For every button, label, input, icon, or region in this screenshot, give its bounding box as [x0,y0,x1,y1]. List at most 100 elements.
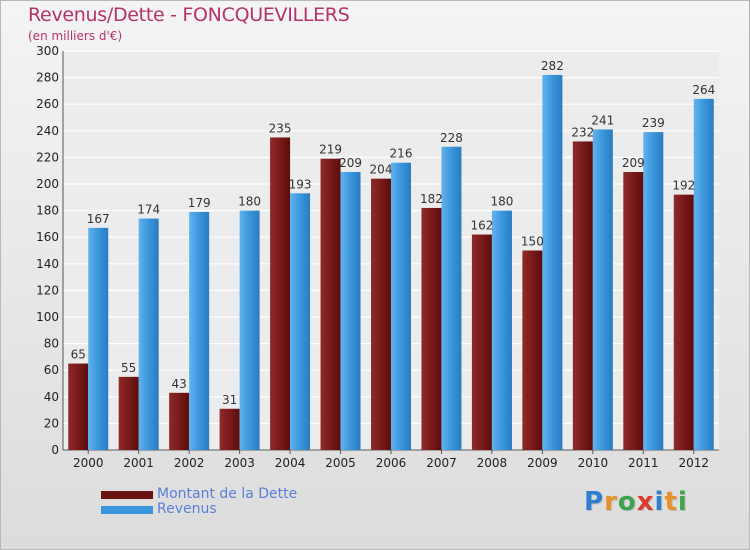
data-label-revenus: 264 [692,83,715,97]
bars-layer [68,74,714,451]
bar-revenus [239,210,260,450]
bar-revenus [391,162,411,450]
logo-letter: P [584,487,605,517]
data-label-dette: 43 [172,377,187,391]
data-label-dette: 219 [319,143,342,157]
y-tick-label: 280 [36,71,59,85]
data-label-dette: 204 [370,163,393,177]
x-tick-label: 2009 [527,456,558,470]
data-label-revenus: 180 [490,195,513,209]
legend: Montant de la Dette Revenus [101,487,297,517]
bar-revenus [290,193,311,450]
legend-swatch-revenus [101,505,153,514]
x-tick-label: 2007 [426,456,457,470]
y-tick-label: 260 [36,97,59,111]
data-label-revenus: 216 [390,147,413,161]
bar-revenus [138,218,159,450]
legend-label-debt: Montant de la Dette [157,486,298,502]
x-tick-label: 2011 [628,456,659,470]
y-tick-label: 240 [36,124,59,138]
bar-dette [623,172,644,450]
x-tick-label: 2010 [578,456,609,470]
bar-dette [68,363,89,450]
x-tick-label: 2003 [224,456,255,470]
data-label-revenus: 282 [541,59,564,73]
bar-revenus [88,227,109,450]
bar-dette [219,408,240,450]
y-tick-label: 60 [44,363,59,377]
logo-letter: i [677,487,688,517]
data-label-dette: 235 [269,121,292,135]
bar-revenus [189,211,210,450]
data-label-dette: 65 [71,348,86,362]
bar-dette [371,178,391,450]
bar-revenus [491,210,512,450]
chart-subtitle: (en milliers d'€) [28,29,123,43]
y-tick-label: 300 [36,44,59,58]
x-tick-label: 2005 [325,456,356,470]
x-tick-label: 2001 [123,456,154,470]
data-label-revenus: 209 [339,156,362,170]
data-label-dette: 150 [521,235,544,249]
data-label-revenus: 180 [238,195,261,209]
bar-dette [522,250,543,450]
data-label-revenus: 167 [87,212,110,226]
bar-revenus [592,129,613,450]
y-tick-label: 0 [51,443,59,457]
logo-letter: r [604,487,618,517]
data-label-dette: 192 [672,179,695,193]
y-tick-label: 100 [36,310,59,324]
bar-dette [421,207,442,450]
bar-dette [673,194,694,450]
bar-revenus [643,132,664,450]
y-tick-label: 180 [36,204,59,218]
x-tick-label: 2004 [275,456,306,470]
y-tick-label: 200 [36,177,59,191]
y-tick-label: 140 [36,257,59,271]
data-label-revenus: 193 [289,177,312,191]
logo-letter: t [664,487,678,517]
bar-dette [320,158,341,451]
y-tick-label: 40 [44,390,59,404]
data-label-revenus: 228 [440,131,463,145]
data-label-dette: 232 [571,125,594,139]
data-label-dette: 31 [222,393,237,407]
y-tick-label: 220 [36,150,59,164]
data-label-revenus: 179 [188,196,211,210]
legend-item-debt: Montant de la Dette [101,487,297,502]
data-label-revenus: 174 [137,203,160,217]
data-label-dette: 209 [622,156,645,170]
bar-dette [572,141,593,450]
bar-revenus [542,74,563,450]
x-tick-label: 2002 [174,456,205,470]
bar-dette [471,234,492,450]
y-tick-label: 80 [44,337,59,351]
logo-letter: o [617,487,637,517]
x-tick-label: 2006 [376,456,407,470]
y-tick-label: 20 [44,416,59,430]
proxiti-logo: Proxiti [584,487,688,517]
logo-letter: x [636,487,655,517]
bar-revenus [441,146,462,450]
bar-revenus [340,172,361,450]
legend-label-revenus: Revenus [157,501,217,517]
data-label-dette: 55 [121,361,136,375]
data-label-revenus: 241 [591,113,614,127]
x-tick-label: 2008 [477,456,508,470]
data-label-dette: 162 [470,219,493,233]
data-label-dette: 182 [420,192,443,206]
legend-item-revenus: Revenus [101,502,297,517]
logo-letter: i [654,487,665,517]
legend-swatch-debt [101,490,153,499]
x-tick-label: 2012 [678,456,709,470]
bar-revenus [693,98,714,450]
y-tick-label: 160 [36,230,59,244]
x-tick-label: 2000 [73,456,104,470]
bar-dette [118,376,139,450]
labels-layer: 0 20 40 60 80 100 120 140 160 180 200 220 240 260 280 3… [36,44,715,470]
data-label-revenus: 239 [642,116,665,130]
chart-title: Revenus/Dette - FONCQUEVILLERS [28,4,350,26]
y-tick-label: 120 [36,283,59,297]
